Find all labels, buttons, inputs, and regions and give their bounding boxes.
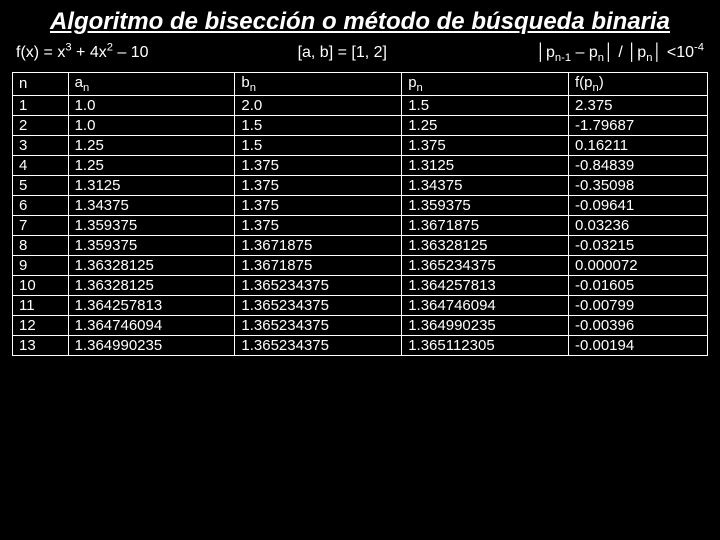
table-cell: 11 <box>13 295 69 315</box>
table-cell: 1.375 <box>235 175 402 195</box>
table-row: 101.363281251.3652343751.364257813-0.016… <box>13 275 708 295</box>
table-cell: 13 <box>13 335 69 355</box>
table-cell: 1.5 <box>235 135 402 155</box>
table-header-row: n an bn pn f(pn) <box>13 72 708 95</box>
table-cell: 1.364746094 <box>402 295 569 315</box>
table-cell: 1.0 <box>68 95 235 115</box>
table-cell: 1.3671875 <box>235 235 402 255</box>
table-cell: 1.3125 <box>402 155 569 175</box>
table-cell: -0.35098 <box>568 175 707 195</box>
table-cell: 1.3671875 <box>402 215 569 235</box>
table-cell: -0.00799 <box>568 295 707 315</box>
table-row: 121.3647460941.3652343751.364990235-0.00… <box>13 315 708 335</box>
table-cell: -0.01605 <box>568 275 707 295</box>
table-head: n an bn pn f(pn) <box>13 72 708 95</box>
table-cell: 1.364990235 <box>68 335 235 355</box>
table-row: 31.251.51.375 0.16211 <box>13 135 708 155</box>
equation-interval: [a, b] = [1, 2] <box>298 44 387 62</box>
table-row: 11.02.01.5 2.375 <box>13 95 708 115</box>
table-cell: 9 <box>13 255 69 275</box>
slide-title: Algoritmo de bisección o método de búsqu… <box>12 8 708 36</box>
table-row: 91.363281251.36718751.365234375 0.000072 <box>13 255 708 275</box>
table-row: 61.343751.3751.359375-0.09641 <box>13 195 708 215</box>
equation-row: f(x) = x3 + 4x2 – 10 [a, b] = [1, 2] │pn… <box>12 44 708 62</box>
table-cell: 1.365234375 <box>402 255 569 275</box>
table-cell: 1.25 <box>68 135 235 155</box>
table-row: 21.01.51.25-1.79687 <box>13 115 708 135</box>
table-cell: 1.365112305 <box>402 335 569 355</box>
table-cell: 1.25 <box>68 155 235 175</box>
table-cell: 1.36328125 <box>402 235 569 255</box>
table-cell: 8 <box>13 235 69 255</box>
table-cell: 1.365234375 <box>235 315 402 335</box>
table-cell: 1.364257813 <box>68 295 235 315</box>
table-cell: -0.00194 <box>568 335 707 355</box>
col-fpn: f(pn) <box>568 72 707 95</box>
table-cell: 1.5 <box>402 95 569 115</box>
table-cell: 1.3671875 <box>235 255 402 275</box>
col-n: n <box>13 72 69 95</box>
table-body: 11.02.01.5 2.37521.01.51.25-1.7968731.25… <box>13 95 708 355</box>
col-an: an <box>68 72 235 95</box>
table-cell: -0.00396 <box>568 315 707 335</box>
table-cell: 2.375 <box>568 95 707 115</box>
table-cell: 1.36328125 <box>68 275 235 295</box>
table-cell: 3 <box>13 135 69 155</box>
table-cell: 1.365234375 <box>235 335 402 355</box>
col-pn: pn <box>402 72 569 95</box>
equation-fx: f(x) = x3 + 4x2 – 10 <box>16 44 149 62</box>
table-cell: 0.16211 <box>568 135 707 155</box>
table-cell: 0.000072 <box>568 255 707 275</box>
table-cell: 1.365234375 <box>235 275 402 295</box>
table-cell: 1.359375 <box>68 235 235 255</box>
table-cell: 1.364990235 <box>402 315 569 335</box>
equation-stop: │pn-1 – pn│ / │pn│ <10-4 <box>536 44 704 62</box>
table-cell: 1.0 <box>68 115 235 135</box>
table-cell: 1.375 <box>402 135 569 155</box>
table-cell: 1.25 <box>402 115 569 135</box>
table-row: 71.3593751.3751.3671875 0.03236 <box>13 215 708 235</box>
table-cell: 5 <box>13 175 69 195</box>
col-bn: bn <box>235 72 402 95</box>
table-row: 111.3642578131.3652343751.364746094-0.00… <box>13 295 708 315</box>
table-cell: 1.34375 <box>68 195 235 215</box>
table-cell: 1.34375 <box>402 175 569 195</box>
table-cell: 1.359375 <box>402 195 569 215</box>
table-cell: 1 <box>13 95 69 115</box>
table-cell: 2 <box>13 115 69 135</box>
table-cell: 1.364746094 <box>68 315 235 335</box>
table-cell: 1.3125 <box>68 175 235 195</box>
table-cell: 1.5 <box>235 115 402 135</box>
slide: Algoritmo de bisección o método de búsqu… <box>0 0 720 540</box>
table-cell: -0.84839 <box>568 155 707 175</box>
table-cell: 1.375 <box>235 155 402 175</box>
table-cell: -0.09641 <box>568 195 707 215</box>
table-cell: 1.36328125 <box>68 255 235 275</box>
table-row: 131.3649902351.3652343751.365112305-0.00… <box>13 335 708 355</box>
table-cell: -1.79687 <box>568 115 707 135</box>
table-cell: 0.03236 <box>568 215 707 235</box>
table-cell: 7 <box>13 215 69 235</box>
table-cell: 4 <box>13 155 69 175</box>
table-cell: 6 <box>13 195 69 215</box>
table-cell: 1.365234375 <box>235 295 402 315</box>
table-cell: 2.0 <box>235 95 402 115</box>
table-row: 41.251.3751.3125-0.84839 <box>13 155 708 175</box>
table-cell: -0.03215 <box>568 235 707 255</box>
table-cell: 1.364257813 <box>402 275 569 295</box>
table-cell: 12 <box>13 315 69 335</box>
table-cell: 1.375 <box>235 195 402 215</box>
table-cell: 10 <box>13 275 69 295</box>
table-row: 81.3593751.36718751.36328125-0.03215 <box>13 235 708 255</box>
bisection-table: n an bn pn f(pn) 11.02.01.5 2.37521.01.5… <box>12 72 708 356</box>
table-row: 51.31251.3751.34375-0.35098 <box>13 175 708 195</box>
table-cell: 1.375 <box>235 215 402 235</box>
table-cell: 1.359375 <box>68 215 235 235</box>
